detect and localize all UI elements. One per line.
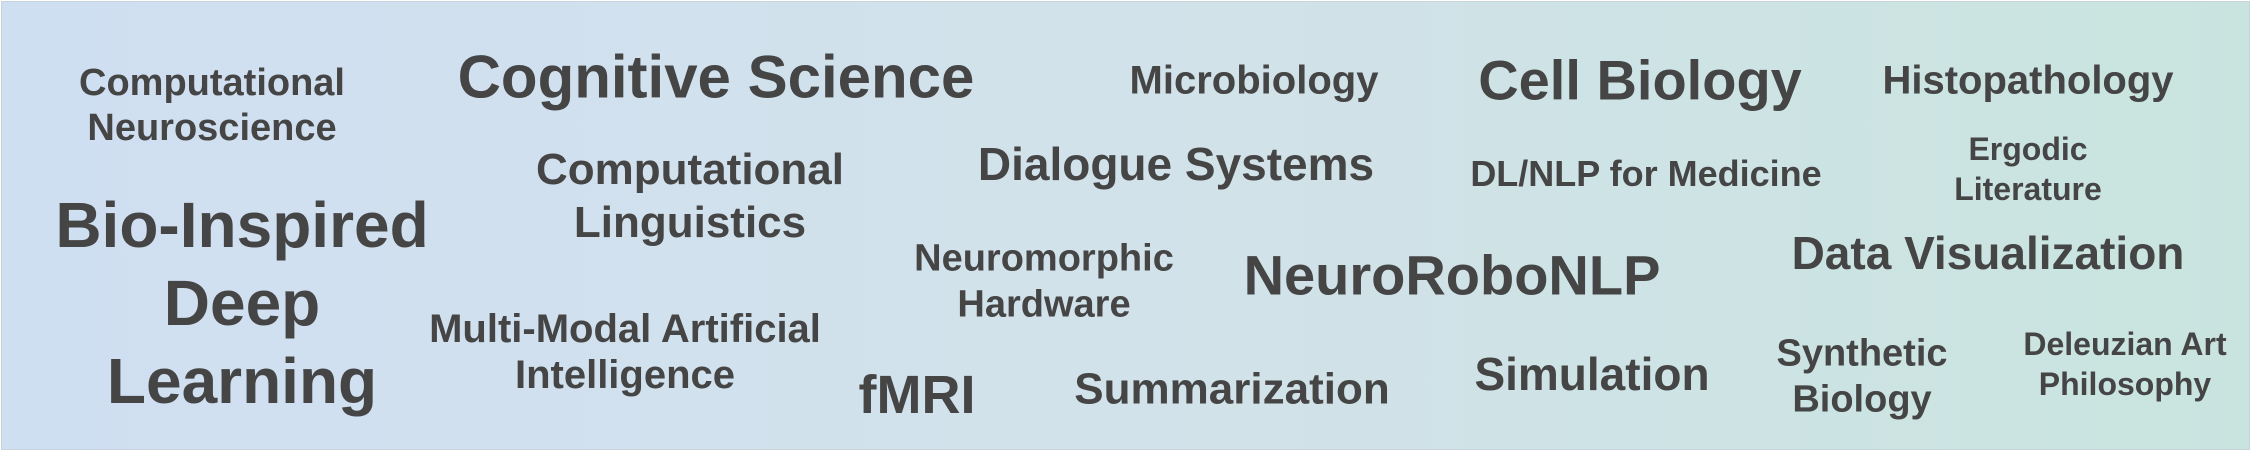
term-synthetic-biology: Synthetic Biology [1776, 331, 1947, 422]
term-neurorobonlp: NeuroRoboNLP [1243, 243, 1661, 308]
term-cell-biology: Cell Biology [1478, 48, 1802, 113]
term-data-visualization: Data Visualization [1791, 227, 2185, 280]
term-line: Simulation [1474, 348, 1710, 401]
term-line: Learning [106, 345, 378, 418]
term-line: Biology [1792, 378, 1932, 420]
term-line: Neuromorphic [914, 237, 1174, 280]
term-ergodic-literature: Ergodic Literature [1954, 129, 2102, 209]
term-line: DL/NLP for Medicine [1470, 152, 1822, 194]
term-line: Histopathology [1882, 58, 2174, 103]
term-line: Computational [79, 62, 345, 105]
term-line: NeuroRoboNLP [1243, 243, 1661, 307]
term-line: Linguistics [573, 198, 807, 247]
term-cognitive-science: Cognitive Science [458, 43, 975, 110]
term-line: Dialogue Systems [977, 138, 1375, 191]
term-summarization: Summarization [1074, 364, 1389, 413]
term-deleuzian-art-philosophy: Deleuzian Art Philosophy [2023, 324, 2226, 404]
term-line: Data Visualization [1791, 227, 2185, 280]
term-line: Microbiology [1129, 58, 1379, 103]
term-line: Cognitive Science [457, 43, 975, 111]
term-line: Summarization [1074, 364, 1390, 414]
term-line: Ergodic [1968, 131, 2088, 167]
term-line: Synthetic [1776, 332, 1948, 375]
term-line: Deep [163, 266, 321, 339]
term-dialogue-systems: Dialogue Systems [977, 138, 1375, 191]
term-fmri: fMRI [859, 365, 976, 425]
term-line: Computational [536, 145, 844, 195]
term-line: Philosophy [2038, 366, 2212, 402]
term-line: fMRI [858, 364, 976, 425]
term-dl-nlp-for-medicine: DL/NLP for Medicine [1470, 152, 1822, 194]
term-line: Neuroscience [87, 107, 337, 149]
term-bio-inspired-deep-learning: Bio-Inspired Deep Learning [55, 186, 428, 420]
term-simulation: Simulation [1474, 348, 1710, 401]
term-line: Intelligence [514, 353, 736, 397]
term-computational-linguistics: Computational Linguistics [536, 144, 844, 250]
term-line: Literature [1954, 171, 2102, 207]
term-multi-modal-artificial-intelligence: Multi-Modal Artificial Intelligence [429, 306, 821, 398]
term-line: Cell Biology [1478, 48, 1802, 112]
term-computational-neuroscience: Computational Neuroscience [79, 61, 345, 151]
term-neuromorphic-hardware: Neuromorphic Hardware [914, 236, 1174, 327]
term-line: Hardware [957, 283, 1131, 325]
term-line: Deleuzian Art [2023, 326, 2227, 362]
term-line: Multi-Modal Artificial [429, 307, 821, 351]
term-histopathology: Histopathology [1882, 59, 2173, 104]
term-microbiology: Microbiology [1130, 59, 1379, 104]
term-line: Bio-Inspired [55, 188, 429, 261]
